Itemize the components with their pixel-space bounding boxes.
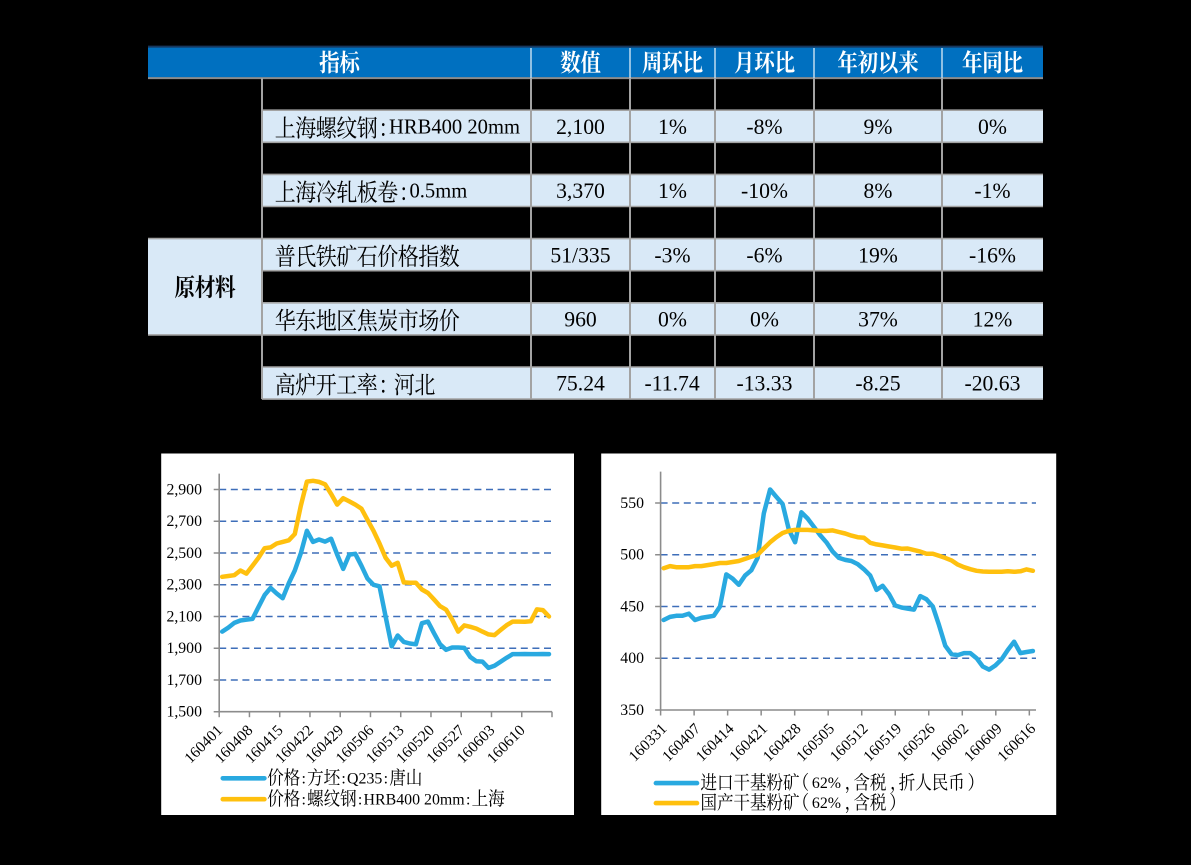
svg-text:HRB400 20mm: HRB400 20mm [389, 116, 520, 138]
svg-text:2,300: 2,300 [166, 577, 202, 594]
svg-text:450: 450 [620, 598, 644, 615]
svg-text:8%: 8% [864, 179, 893, 203]
svg-text:-8%: -8% [746, 115, 782, 139]
svg-text:1,500: 1,500 [166, 704, 202, 721]
svg-text:2,700: 2,700 [166, 513, 202, 530]
svg-text:2,100: 2,100 [556, 115, 605, 139]
svg-text:960: 960 [564, 307, 597, 331]
svg-text:-13.33: -13.33 [736, 372, 792, 396]
svg-text:1%: 1% [658, 115, 687, 139]
svg-text::: : [358, 791, 362, 808]
svg-text:500: 500 [620, 547, 644, 564]
svg-text::: : [466, 791, 470, 808]
svg-text:62%: 62% [812, 775, 841, 792]
svg-text:62%: 62% [812, 795, 841, 812]
svg-text:-8.25: -8.25 [855, 372, 900, 396]
svg-text:19%: 19% [858, 243, 898, 267]
svg-text:2,500: 2,500 [166, 545, 202, 562]
svg-text::: : [341, 770, 345, 787]
svg-text:-20.63: -20.63 [964, 372, 1020, 396]
svg-text:350: 350 [620, 702, 644, 719]
svg-text:1%: 1% [658, 179, 687, 203]
svg-text:550: 550 [620, 495, 644, 512]
svg-text:0%: 0% [978, 115, 1007, 139]
svg-text:-16%: -16% [969, 243, 1016, 267]
svg-text:-11.74: -11.74 [644, 372, 699, 396]
svg-text:0.5mm: 0.5mm [409, 181, 467, 203]
svg-text:-10%: -10% [741, 179, 788, 203]
svg-text:-6%: -6% [746, 243, 782, 267]
svg-text:9%: 9% [864, 115, 893, 139]
svg-text:37%: 37% [858, 307, 898, 331]
svg-text:3,370: 3,370 [556, 179, 605, 203]
svg-text:-1%: -1% [974, 179, 1010, 203]
svg-text:1,900: 1,900 [166, 640, 202, 657]
svg-text::: : [301, 791, 305, 808]
svg-text:0%: 0% [750, 307, 779, 331]
svg-text:75.24: 75.24 [556, 372, 605, 396]
svg-text:2,900: 2,900 [166, 481, 202, 498]
svg-text:Q235: Q235 [347, 770, 382, 787]
svg-text:12%: 12% [973, 307, 1013, 331]
svg-text::: : [301, 770, 305, 787]
svg-text:-3%: -3% [654, 243, 690, 267]
svg-text:1,700: 1,700 [166, 672, 202, 689]
svg-text:2,100: 2,100 [166, 608, 202, 625]
svg-text:HRB400 20mm: HRB400 20mm [364, 791, 466, 808]
svg-text:51/335: 51/335 [550, 243, 610, 267]
svg-text::: : [384, 770, 388, 787]
svg-text:0%: 0% [658, 307, 687, 331]
svg-text:400: 400 [620, 650, 644, 667]
